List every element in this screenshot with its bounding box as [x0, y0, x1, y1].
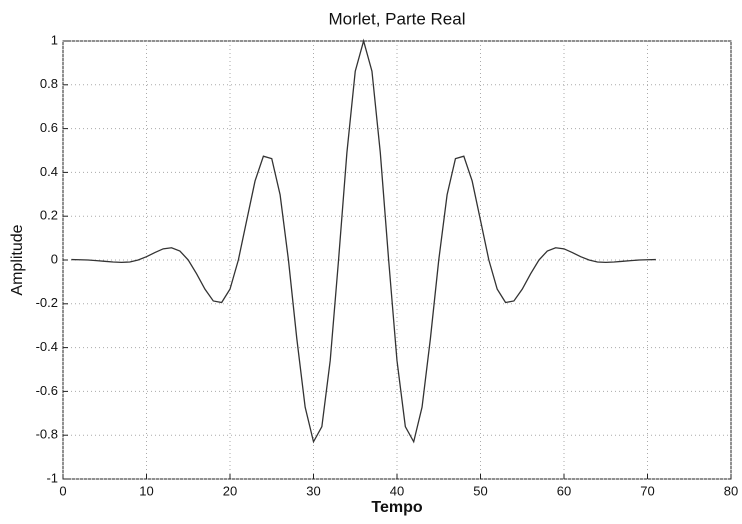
chart-title: Morlet, Parte Real [329, 9, 466, 28]
x-tick-label: 40 [390, 483, 404, 498]
y-axis-label: Amplitude [9, 224, 26, 295]
y-tick-label: 0 [51, 251, 58, 266]
x-tick-label: 50 [473, 483, 487, 498]
y-tick-label: 0.4 [40, 164, 58, 179]
x-tick-label: 10 [139, 483, 153, 498]
x-axis-label: Tempo [371, 499, 422, 516]
y-tick-label: -1 [46, 470, 58, 485]
y-tick-label: -0.2 [36, 295, 58, 310]
x-tick-label: 0 [59, 483, 66, 498]
x-tick-label: 20 [223, 483, 237, 498]
x-tick-label: 60 [557, 483, 571, 498]
data-line [71, 38, 656, 444]
y-tick-label: -0.8 [36, 427, 58, 442]
y-tick-label: 0.2 [40, 208, 58, 223]
y-tick-label: -0.6 [36, 383, 58, 398]
y-tick-label: -0.4 [36, 339, 58, 354]
y-tick-label: 1 [51, 32, 58, 47]
y-tick-label: 0.8 [40, 76, 58, 91]
y-tick-label: 0.6 [40, 120, 58, 135]
x-tick-label: 80 [724, 483, 738, 498]
x-tick-label: 30 [306, 483, 320, 498]
x-tick-label: 70 [640, 483, 654, 498]
